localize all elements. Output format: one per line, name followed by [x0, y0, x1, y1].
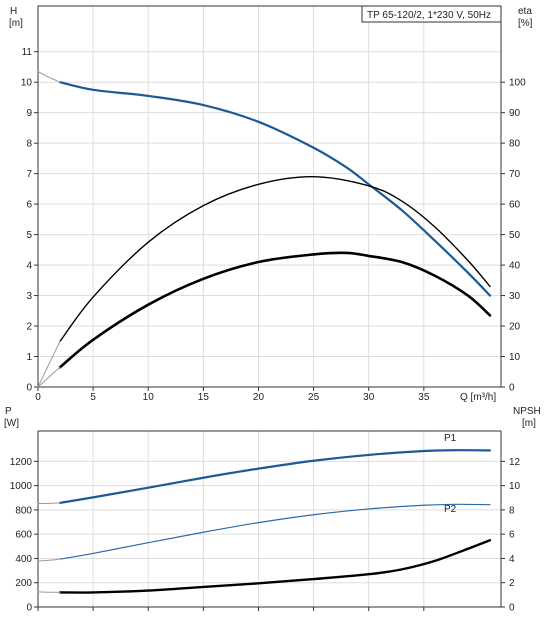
- bottom-y2-tick-label: 8: [509, 505, 515, 516]
- bottom-y2-tick-label: 4: [509, 554, 515, 565]
- top-y2-tick-label: 80: [509, 139, 521, 150]
- series-label-p1: P1: [444, 433, 457, 444]
- chart-title: TP 65-120/2, 1*230 V, 50Hz: [367, 10, 491, 21]
- series-label-p2: P2: [444, 504, 457, 515]
- top-y2-tick-label: 90: [509, 108, 521, 119]
- top-y-tick-label: 8: [26, 139, 32, 150]
- top-y2-tick-label: 60: [509, 200, 521, 211]
- bottom-series-npsh: [58, 539, 492, 594]
- top-panel: 0 5 10 15 20 25 30 35 0 1 2 3 4 5 6 7 8 9 10 11 0 10 20 30 40 50 6…: [21, 5, 526, 403]
- bottom-series-p2-extension: [37, 558, 61, 562]
- top-y-tick-label: 1: [26, 352, 32, 363]
- bottom-series-p1-extension: [37, 502, 61, 505]
- top-y2-tick-label: 40: [509, 261, 521, 272]
- top-y2-tick-label: 30: [509, 291, 521, 302]
- top-series-efficiency: [59, 175, 491, 342]
- bottom-y-axis-label: P: [5, 406, 12, 417]
- bottom-y2-tick-label: 12: [509, 457, 521, 468]
- top-y-tick-label: 4: [26, 261, 32, 272]
- bottom-y-tick-label: 400: [15, 554, 32, 565]
- top-y2-tick-label: 100: [509, 78, 526, 89]
- top-y-tick-label: 10: [21, 78, 33, 89]
- top-x-tick-label: 5: [90, 392, 96, 403]
- bottom-series-p2: [59, 503, 491, 560]
- bottom-y2-tick-label: 0: [509, 603, 515, 614]
- bottom-y2-tick-label: 10: [509, 481, 521, 492]
- bottom-y-tick-label: 0: [26, 603, 32, 614]
- top-series-head: [58, 81, 492, 297]
- bottom-y-axis-unit: [W]: [4, 418, 19, 429]
- top-y2-tick-label: 50: [509, 230, 521, 241]
- top-x-tick-label: 30: [363, 392, 375, 403]
- top-y2-tick-label: 70: [509, 169, 521, 180]
- top-series-head-extension: [37, 71, 61, 83]
- bottom-y2-tick-label: 2: [509, 578, 515, 589]
- top-x-tick-label: 15: [198, 392, 210, 403]
- top-y-tick-label: 9: [26, 108, 32, 119]
- top-y-axis-unit: [m]: [9, 18, 23, 29]
- top-y-tick-label: 7: [26, 169, 32, 180]
- bottom-y2-axis-label: NPSH: [513, 406, 541, 417]
- top-x-axis-label: Q [m³/h]: [460, 392, 496, 403]
- top-y-tick-label: 5: [26, 230, 32, 241]
- top-y-axis-label: H: [10, 6, 17, 17]
- top-x-tick-label: 20: [253, 392, 265, 403]
- top-y-tick-label: 2: [26, 322, 32, 333]
- top-y2-tick-label: 20: [509, 322, 521, 333]
- top-y2-axis-label: eta: [518, 6, 532, 17]
- top-x-tick-label: 25: [308, 392, 320, 403]
- bottom-y-tick-label: 1000: [10, 481, 33, 492]
- bottom-y-tick-label: 600: [15, 530, 32, 541]
- top-x-tick-label: 0: [35, 392, 41, 403]
- bottom-series-p1: [58, 449, 492, 504]
- top-plot-frame: [37, 5, 502, 388]
- top-y2-axis-unit: [%]: [518, 18, 533, 29]
- bottom-y2-axis-unit: [m]: [522, 418, 536, 429]
- top-series-efficiency-total: [58, 251, 492, 369]
- bottom-panel: 0 200 400 600 800 1000 1200 0 2 4 6 8 10 12: [10, 430, 521, 614]
- top-y-tick-label: 0: [26, 383, 32, 394]
- top-series-efficiency-total-extension: [37, 366, 61, 388]
- top-series-efficiency-extension: [37, 340, 61, 388]
- top-y2-tick-label: 0: [509, 383, 515, 394]
- bottom-y-tick-label: 800: [15, 505, 32, 516]
- bottom-plot-frame: [37, 430, 502, 608]
- bottom-series-npsh-extension: [37, 591, 61, 593]
- bottom-y2-tick-label: 6: [509, 530, 515, 541]
- bottom-y-tick-label: 1200: [10, 457, 33, 468]
- top-y-tick-label: 6: [26, 200, 32, 211]
- top-y-tick-label: 11: [22, 47, 33, 58]
- top-x-tick-label: 10: [143, 392, 155, 403]
- bottom-y-tick-label: 200: [15, 578, 32, 589]
- top-y2-tick-label: 10: [509, 352, 521, 363]
- title-box: [361, 5, 502, 23]
- top-x-tick-label: 35: [418, 392, 430, 403]
- top-y-tick-label: 3: [26, 291, 32, 302]
